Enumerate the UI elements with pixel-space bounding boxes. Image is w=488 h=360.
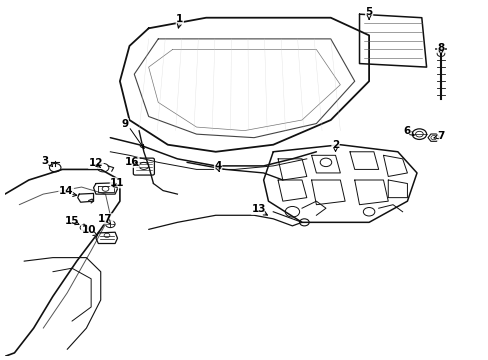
Text: 17: 17 (98, 214, 113, 224)
Text: 11: 11 (110, 178, 124, 188)
Text: 15: 15 (64, 216, 79, 226)
Text: 16: 16 (124, 157, 139, 167)
Text: 12: 12 (88, 158, 103, 168)
Text: 1: 1 (176, 14, 183, 24)
Text: 9: 9 (121, 118, 128, 129)
Text: 10: 10 (81, 225, 96, 235)
Text: 4: 4 (214, 161, 222, 171)
Text: 5: 5 (365, 8, 372, 17)
Text: 3: 3 (41, 156, 48, 166)
Text: 6: 6 (403, 126, 410, 136)
Text: 14: 14 (59, 186, 73, 196)
FancyBboxPatch shape (133, 158, 154, 175)
Text: 2: 2 (331, 140, 339, 150)
Text: 7: 7 (436, 131, 444, 141)
Text: 8: 8 (436, 43, 444, 53)
Text: 13: 13 (251, 204, 265, 214)
